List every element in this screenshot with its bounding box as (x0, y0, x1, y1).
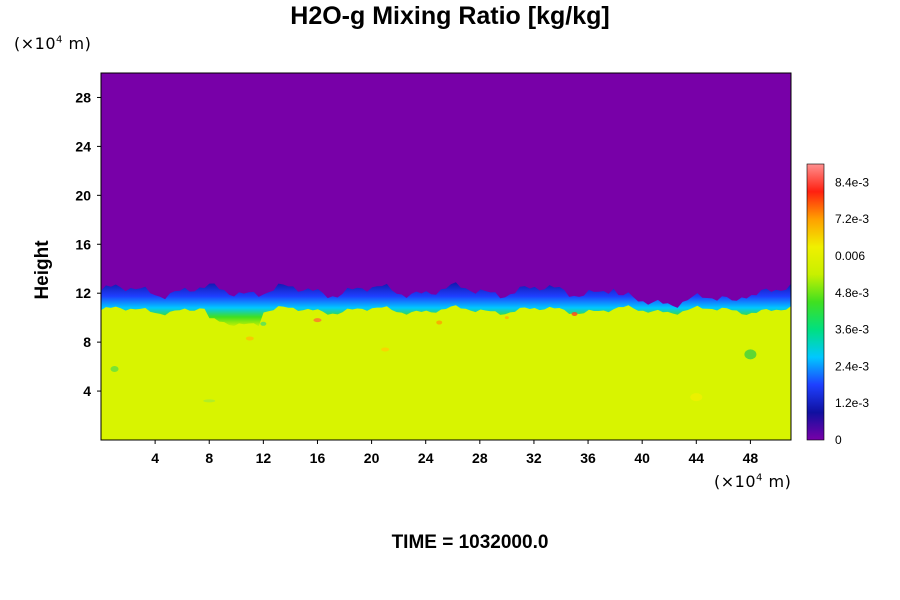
eddy-9 (260, 321, 267, 326)
eddy-4 (744, 349, 757, 360)
colorbar-tick-label: 8.4e-3 (835, 175, 869, 189)
x-tick-label: 40 (634, 450, 650, 466)
y-tick-label: 16 (75, 236, 91, 252)
x-tick-label: 28 (472, 450, 488, 466)
y-tick-label: 12 (75, 285, 91, 301)
heatmap-field (101, 73, 791, 440)
eddy-0 (313, 318, 322, 323)
x-tick-label: 44 (689, 450, 705, 466)
eddy-features (110, 311, 757, 403)
x-tick-label: 24 (418, 450, 434, 466)
time-label: TIME = 1032000.0 (391, 532, 549, 553)
eddy-10 (245, 336, 254, 341)
colorbar-tick-label: 3.6e-3 (835, 323, 869, 337)
colorbar (806, 163, 825, 441)
plot-frame (100, 72, 792, 441)
x-tick-label: 48 (743, 450, 759, 466)
y-tick-label: 24 (75, 138, 91, 154)
y-tick-label: 4 (83, 383, 91, 399)
eddy-7 (110, 366, 119, 373)
x-tick-label: 36 (580, 450, 596, 466)
x-tick-label: 8 (205, 450, 213, 466)
x-tick-label: 20 (364, 450, 380, 466)
boundary-band (101, 280, 791, 327)
x-axis-ticks: 4 8 12 16 20 24 28 32 36 40 44 48 (151, 440, 758, 466)
colorbar-tick-label: 0.006 (835, 249, 865, 263)
eddy-6 (690, 393, 703, 402)
colorbar-tick-label: 2.4e-3 (835, 359, 869, 373)
y-tick-label: 28 (75, 89, 91, 105)
eddy-8 (381, 347, 390, 352)
y-tick-label: 20 (75, 187, 91, 203)
eddy-3 (504, 316, 509, 320)
y-axis-ticks: 4 8 12 16 20 24 28 (75, 89, 101, 399)
dry-layer (101, 73, 791, 308)
colorbar-tick-label: 7.2e-3 (835, 212, 869, 226)
colorbar-tick-label: 4.8e-3 (835, 286, 869, 300)
eddy-5 (203, 399, 216, 403)
eddy-1 (436, 320, 443, 325)
eddy-2 (571, 311, 578, 316)
colorbar-tick-label: 1.2e-3 (835, 396, 869, 410)
x-tick-label: 4 (151, 450, 159, 466)
x-tick-label: 32 (526, 450, 542, 466)
y-tick-label: 8 (83, 334, 91, 350)
y-axis-unit: (×104 m) (14, 34, 92, 53)
x-tick-label: 16 (310, 450, 326, 466)
chart-title: H2O-g Mixing Ratio [kg/kg] (290, 2, 610, 30)
x-axis-unit: (×104 m) (714, 472, 792, 491)
colorbar-tick-label: 0 (835, 433, 842, 447)
x-tick-label: 12 (256, 450, 272, 466)
colorbar-ticks: 0 1.2e-3 2.4e-3 3.6e-3 4.8e-3 0.006 7.2e-3 8.4e… (835, 175, 869, 447)
